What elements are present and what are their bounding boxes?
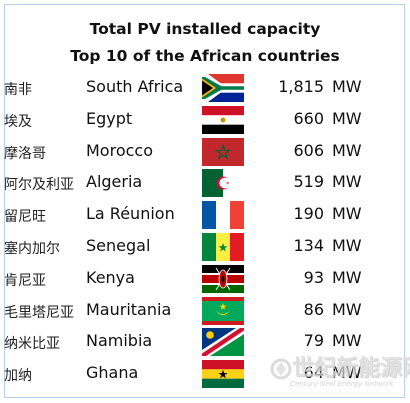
capacity-value: 660	[293, 108, 324, 128]
egypt-flag-icon	[202, 105, 244, 134]
country-name-zh: 埃及	[4, 113, 32, 130]
reunion-flag-icon	[202, 201, 244, 230]
capacity-unit: MW	[332, 140, 362, 160]
capacity-value: 93	[303, 267, 324, 287]
table-row: 摩洛哥 Morocco 606 MW	[0, 137, 410, 169]
table-frame	[4, 4, 405, 398]
capacity-unit: MW	[332, 267, 362, 287]
country-name: Kenya	[86, 267, 135, 287]
country-name-zh: 毛里塔尼亚	[4, 304, 74, 321]
table-row: 纳米比亚 Namibia 79 MW	[0, 327, 410, 359]
capacity-unit: MW	[332, 172, 362, 192]
capacity-value: 519	[293, 172, 324, 192]
country-name-zh: 留尼旺	[4, 209, 46, 226]
morocco-flag-icon	[202, 137, 244, 166]
south-africa-flag-icon	[202, 74, 244, 102]
country-name: Morocco	[86, 140, 153, 160]
mauritania-flag-icon	[202, 296, 244, 325]
capacity-unit: MW	[332, 204, 362, 224]
table-row: 南非 South Africa 1,815 MW	[0, 73, 410, 105]
capacity-value: 86	[303, 299, 324, 319]
senegal-flag-icon	[202, 233, 244, 261]
table-row: 加纳 Ghana 64 MW	[0, 359, 410, 391]
table-row: 毛里塔尼亚 Mauritania 86 MW	[0, 296, 410, 328]
country-name-zh: 南非	[4, 82, 32, 98]
capacity-unit: MW	[332, 331, 362, 351]
ghana-flag-icon	[202, 360, 244, 389]
capacity-value: 190	[293, 204, 324, 224]
country-name-zh: 加纳	[4, 368, 32, 385]
watermark-en: Century New Energy Network	[290, 380, 394, 388]
country-name: Ghana	[86, 363, 139, 383]
kenya-flag-icon	[202, 264, 244, 293]
capacity-value: 134	[293, 236, 324, 255]
table-row: 塞内加尔 Senegal 134 MW	[0, 232, 410, 264]
country-name: Algeria	[86, 172, 143, 192]
table-row: 埃及 Egypt 660 MW	[0, 105, 410, 137]
country-name: Egypt	[86, 108, 133, 128]
capacity-value: 64	[303, 363, 324, 383]
chart-title: Total PV installed capacity	[89, 20, 321, 38]
country-name: La Réunion	[86, 204, 175, 224]
country-name-zh: 纳米比亚	[4, 336, 60, 353]
capacity-unit: MW	[332, 299, 362, 319]
table-row: 肯尼亚 Kenya 93 MW	[0, 264, 410, 296]
namibia-flag-icon	[202, 328, 244, 357]
table-row: 留尼旺 La Réunion 190 MW	[0, 200, 410, 232]
capacity-unit: MW	[332, 363, 362, 383]
country-name: Namibia	[86, 331, 153, 351]
watermark-logo-icon	[270, 358, 292, 380]
country-name-zh: 阿尔及利亚	[4, 177, 74, 194]
table-row: 阿尔及利亚 Algeria 519 MW	[0, 168, 410, 200]
capacity-unit: MW	[332, 236, 362, 255]
country-name-zh: 摩洛哥	[4, 145, 46, 162]
chart-subtitle: Top 10 of the African countries	[70, 47, 340, 65]
capacity-value: 606	[293, 140, 324, 160]
capacity-value: 1,815	[278, 77, 324, 96]
watermark: 世纪新能源网 Century New Energy Network	[270, 350, 410, 398]
country-name-zh: 塞内加尔	[4, 241, 60, 257]
country-name: Mauritania	[86, 299, 172, 319]
capacity-value: 79	[303, 331, 324, 351]
country-name: Senegal	[86, 236, 151, 255]
algeria-flag-icon	[202, 169, 244, 198]
capacity-unit: MW	[332, 108, 362, 128]
capacity-unit: MW	[332, 77, 362, 96]
watermark-cn: 世纪新能源网	[292, 356, 410, 381]
country-name-zh: 肯尼亚	[4, 272, 46, 289]
country-name: South Africa	[86, 77, 184, 96]
